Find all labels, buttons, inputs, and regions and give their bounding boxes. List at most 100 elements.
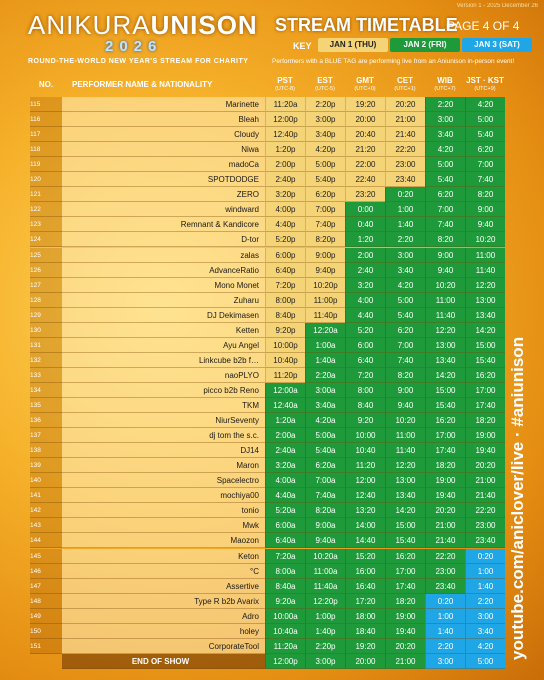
row-number: 144 (30, 533, 62, 549)
performer-name: Maron (62, 458, 265, 474)
time-cell: 1:00a (305, 337, 345, 353)
time-cell: 9:20a (265, 593, 305, 609)
page-number: PAGE 4 OF 4 (447, 19, 520, 33)
time-cell: 4:20p (305, 142, 345, 158)
row-number: 130 (30, 322, 62, 338)
time-cell: 11:40a (305, 578, 345, 594)
time-cell: 4:40a (265, 488, 305, 504)
time-cell: 19:00 (425, 473, 465, 489)
time-cell: 6:20p (305, 187, 345, 203)
time-cell: 13:40 (385, 488, 425, 504)
time-cell: 8:20a (305, 503, 345, 519)
row-number: 140 (30, 473, 62, 489)
title: STREAM TIMETABLE (275, 15, 458, 35)
time-cell: 1:20p (265, 142, 305, 158)
row-number: 116 (30, 112, 62, 128)
performer-name: Cloudy (62, 127, 265, 143)
row-number: 129 (30, 307, 62, 323)
time-cell: 1:00 (425, 608, 465, 624)
time-cell: 4:00a (265, 473, 305, 489)
row-number: 135 (30, 398, 62, 414)
time-cell: 21:00 (385, 112, 425, 128)
time-cell: 8:20 (425, 232, 465, 248)
time-cell: 17:40 (425, 443, 465, 459)
time-cell: 17:20 (345, 593, 385, 609)
column-offset: (UTC-8) (275, 86, 295, 92)
time-cell: 23:00 (425, 563, 465, 579)
time-cell: 4:20 (425, 142, 465, 158)
time-cell: 9:00 (385, 382, 425, 398)
time-cell: 3:00a (305, 382, 345, 398)
performer-name: Assertive (62, 578, 265, 594)
row-number: 151 (30, 638, 62, 654)
time-cell: 4:20a (305, 413, 345, 429)
time-cell: 11:40p (305, 307, 345, 323)
time-cell: 23:00 (465, 518, 505, 534)
time-cell: 15:00 (465, 337, 505, 353)
performer-name: TKM (62, 398, 265, 414)
time-cell: 7:40p (305, 217, 345, 233)
performer-name: naoPLYO (62, 367, 265, 383)
performer-name: ZERO (62, 187, 265, 203)
row-number: 134 (30, 382, 62, 398)
performer-name: END OF SHOW (62, 653, 265, 669)
time-cell: 4:20 (465, 97, 505, 113)
tagline: ROUND-THE-WORLD NEW YEAR'S STREAM FOR CH… (28, 58, 249, 65)
row-number: 131 (30, 337, 62, 353)
time-cell: 7:40 (385, 352, 425, 368)
time-cell: 11:40 (465, 262, 505, 278)
time-cell: 19:40 (425, 488, 465, 504)
time-cell: 10:40a (265, 623, 305, 639)
time-cell: 3:00 (425, 112, 465, 128)
performer-name: Mwk (62, 518, 265, 534)
time-cell: 22:20 (425, 548, 465, 564)
time-cell: 9:00 (425, 247, 465, 263)
time-cell: 1:00 (385, 202, 425, 218)
performer-name: tonio (62, 503, 265, 519)
time-cell: 14:40 (345, 533, 385, 549)
row-number: 141 (30, 488, 62, 504)
time-cell: 6:00 (345, 337, 385, 353)
time-cell: 5:00p (305, 157, 345, 173)
time-cell: 5:00a (305, 428, 345, 444)
performer-name: Remnant & Kandicore (62, 217, 265, 233)
time-cell: 16:20 (385, 548, 425, 564)
time-cell: 8:00a (265, 563, 305, 579)
time-cell: 13:00 (425, 337, 465, 353)
time-cell: 13:20 (345, 503, 385, 519)
time-cell: 19:00 (385, 608, 425, 624)
time-cell: 22:40 (345, 172, 385, 188)
time-cell: 9:00a (305, 518, 345, 534)
time-cell: 21:00 (425, 518, 465, 534)
time-cell: 7:00p (305, 202, 345, 218)
column-header: NO. (30, 76, 62, 89)
time-cell: 8:40a (265, 578, 305, 594)
time-cell: 1:40a (305, 352, 345, 368)
time-cell: 6:00p (265, 247, 305, 263)
time-cell: 15:20 (345, 548, 385, 564)
column-header: CET (UTC+1) (385, 76, 425, 94)
key-day: JAN 2 (FRI) (390, 38, 460, 52)
time-cell: 1:40 (385, 217, 425, 233)
row-number: 136 (30, 413, 62, 429)
time-cell: 14:20 (385, 503, 425, 519)
time-cell: 11:20a (265, 638, 305, 654)
time-cell: 3:40 (385, 262, 425, 278)
performer-name: Linkcube b2b f… (62, 352, 265, 368)
key-label: KEY (293, 41, 312, 51)
time-cell: 10:20a (305, 548, 345, 564)
performer-name: CorporateTool (62, 638, 265, 654)
row-number: 119 (30, 157, 62, 173)
time-cell: 1:20 (345, 232, 385, 248)
time-cell: 2:40 (345, 262, 385, 278)
row-number: 115 (30, 97, 62, 113)
performer-name: Niwa (62, 142, 265, 158)
time-cell: 15:40 (425, 398, 465, 414)
time-cell: 12:20 (385, 458, 425, 474)
time-cell: 17:40 (385, 578, 425, 594)
time-cell: 7:20 (345, 367, 385, 383)
performer-name: NiurSeventy (62, 413, 265, 429)
time-cell: 13:00 (465, 292, 505, 308)
time-cell: 5:20 (345, 322, 385, 338)
